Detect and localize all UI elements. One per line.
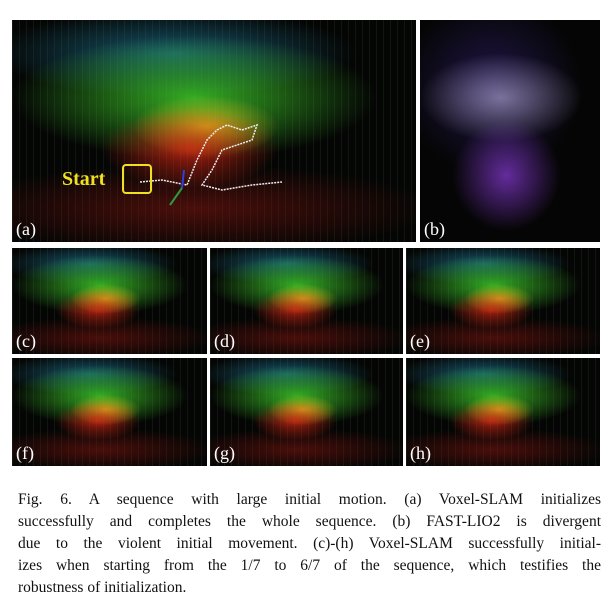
point-cloud bbox=[12, 248, 207, 354]
start-label: Start bbox=[62, 168, 106, 190]
panel: (b) bbox=[420, 20, 600, 242]
point-cloud bbox=[210, 248, 403, 354]
point-cloud bbox=[12, 358, 207, 466]
point-cloud bbox=[210, 358, 403, 466]
panel-label: (d) bbox=[214, 331, 235, 351]
panel: (d) bbox=[210, 248, 403, 354]
panel-label: (c) bbox=[16, 331, 36, 351]
caption-line: Fig. 6. A sequence with large initial mo… bbox=[18, 491, 601, 508]
point-cloud bbox=[12, 20, 416, 242]
caption-line: successfully and completes the whole seq… bbox=[18, 513, 601, 530]
point-cloud bbox=[406, 248, 600, 354]
panel-label: (h) bbox=[410, 443, 431, 463]
caption-line: izes when starting from the 1/7 to 6/7 o… bbox=[18, 557, 601, 574]
caption-line: due to the violent initial movement. (c)… bbox=[18, 535, 601, 552]
panel: (f) bbox=[12, 358, 207, 466]
panel: Start (a) bbox=[12, 20, 416, 242]
point-cloud bbox=[406, 358, 600, 466]
panel: (e) bbox=[406, 248, 600, 354]
panel-label: (b) bbox=[424, 219, 445, 239]
point-cloud bbox=[420, 20, 600, 242]
panel-label: (a) bbox=[16, 219, 36, 239]
start-box bbox=[122, 164, 152, 194]
panel: (c) bbox=[12, 248, 207, 354]
panel-label: (g) bbox=[214, 443, 235, 463]
caption-line: robustness of initialization. bbox=[18, 579, 187, 596]
panel-label: (e) bbox=[410, 331, 430, 351]
trajectory bbox=[139, 123, 283, 206]
panel: (g) bbox=[210, 358, 403, 466]
panel: (h) bbox=[406, 358, 600, 466]
panel-label: (f) bbox=[16, 443, 34, 463]
